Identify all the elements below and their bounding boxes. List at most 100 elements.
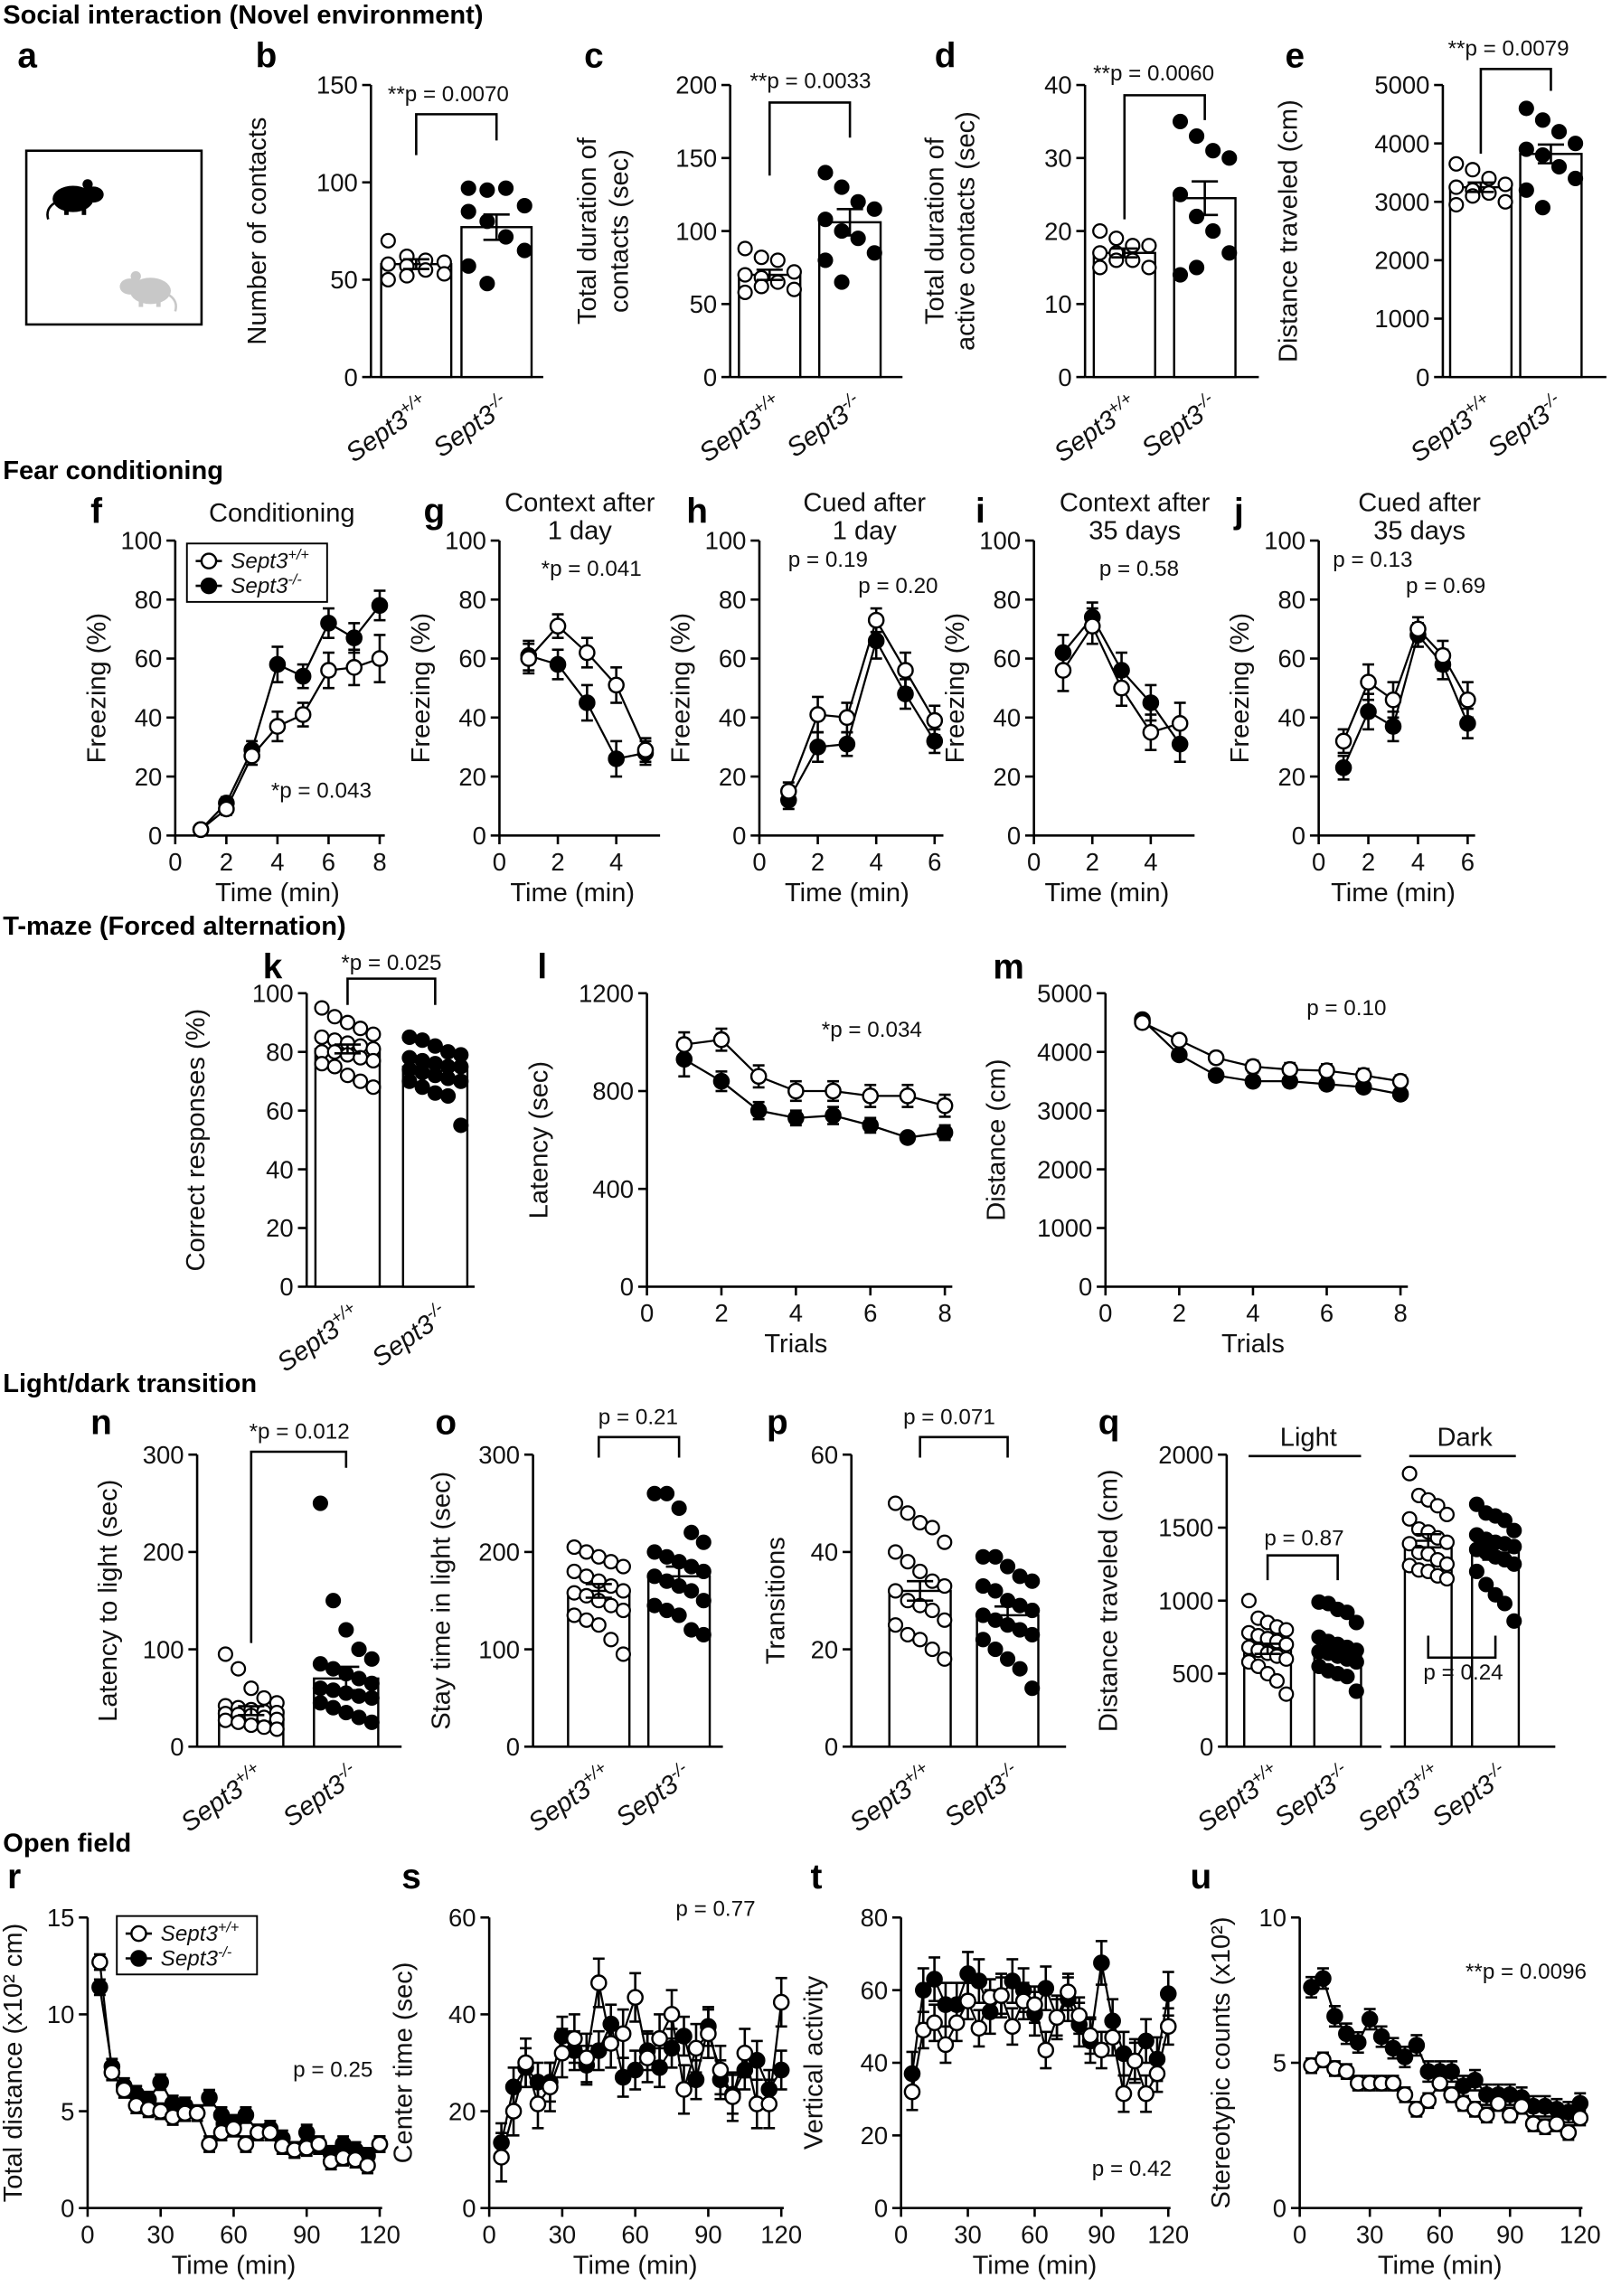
- data-point: [809, 706, 826, 723]
- y-tick-label: 4000: [1374, 129, 1429, 157]
- data-point: [1171, 1046, 1188, 1064]
- p-value-annotation: p = 0.42: [1092, 2157, 1172, 2181]
- x-tick-label: 2: [1173, 1299, 1186, 1327]
- data-point: [1070, 2007, 1089, 2025]
- x-category-label: Sept3+/+: [522, 1758, 617, 1839]
- data-point: [436, 266, 452, 282]
- data-point: [1334, 732, 1352, 750]
- y-axis-label: Total distance (x10² cm): [0, 1924, 28, 2203]
- x-category-label: Sept3-/-: [1481, 388, 1569, 463]
- data-point: [636, 741, 655, 758]
- y-tick-label: 40: [861, 2049, 889, 2077]
- p-value-annotation: p = 0.25: [293, 2057, 372, 2082]
- y-tick-label: 80: [861, 1904, 889, 1932]
- x-category-label: Sept3+/+: [843, 1758, 938, 1839]
- data-point: [380, 232, 396, 249]
- data-point: [712, 1072, 730, 1090]
- data-point: [363, 1689, 380, 1706]
- data-point: [326, 1059, 343, 1075]
- x-tick-label: 90: [694, 2220, 722, 2248]
- y-tick-label: 0: [1273, 2194, 1286, 2222]
- y-tick-label: 5000: [1374, 71, 1429, 99]
- data-point: [987, 1583, 1004, 1599]
- data-point: [1000, 1558, 1016, 1575]
- data-point: [1125, 252, 1141, 268]
- y-tick-label: 5000: [1037, 979, 1092, 1007]
- data-point: [353, 1021, 369, 1037]
- y-tick-label: 150: [316, 71, 358, 99]
- data-point: [899, 1087, 917, 1105]
- data-point: [359, 2157, 376, 2174]
- data-point: [256, 1719, 272, 1736]
- genotype-base: Sept3: [1428, 1770, 1501, 1833]
- data-point: [1048, 2009, 1066, 2027]
- data-point: [1159, 1985, 1177, 2002]
- data-point: [866, 245, 882, 261]
- y-tick-label: 1200: [579, 979, 634, 1007]
- data-point: [834, 274, 850, 290]
- data-point: [809, 739, 826, 756]
- data-point: [614, 2025, 632, 2043]
- y-tick-label: 0: [1058, 363, 1071, 391]
- data-point: [1148, 2065, 1166, 2083]
- p-value-annotation: p = 0.071: [903, 1405, 995, 1429]
- panel-title: Conditioning: [209, 499, 355, 528]
- data-point: [1092, 223, 1108, 240]
- section-titles: Social interaction (Novel environment) F…: [3, 1, 483, 1858]
- y-tick-label: 100: [979, 527, 1021, 555]
- x-tick-label: 2: [714, 1299, 728, 1327]
- data-point: [772, 2061, 790, 2079]
- data-point: [937, 1612, 953, 1628]
- data-point: [516, 242, 532, 259]
- y-tick-label: 0: [620, 1273, 634, 1301]
- data-point: [1443, 2086, 1460, 2103]
- data-point: [549, 655, 567, 673]
- data-point: [1339, 1669, 1355, 1685]
- panel-letter: r: [7, 1858, 21, 1896]
- p-value-annotation: p = 0.21: [598, 1405, 678, 1429]
- y-tick-label: 20: [458, 763, 486, 791]
- data-point: [603, 1632, 619, 1648]
- data-point: [937, 2036, 955, 2054]
- data-point: [1513, 2097, 1531, 2115]
- x-tick-label: 6: [928, 848, 941, 876]
- data-point: [325, 1661, 342, 1677]
- y-tick-label: 0: [344, 363, 357, 391]
- data-point: [937, 1578, 953, 1595]
- panel-c: c 0 50 100 150 200 Total duration of contacts (…: [573, 37, 903, 468]
- significance-bracket: [1427, 1635, 1497, 1660]
- data-point: [351, 1642, 367, 1658]
- data-point: [217, 1646, 233, 1662]
- data-point: [590, 1617, 607, 1633]
- data-point: [310, 2135, 327, 2153]
- data-point: [867, 632, 885, 650]
- x-tick-label: 120: [1560, 2220, 1601, 2248]
- y-tick-label: 4000: [1037, 1038, 1092, 1066]
- data-point: [1349, 2034, 1367, 2051]
- data-point: [900, 1554, 916, 1570]
- panel-letter: a: [17, 37, 37, 76]
- panel-b: b 0 50 100 150 Number of contacts Sept3+/+ Sept…: [243, 37, 543, 468]
- data-point: [1448, 155, 1465, 172]
- data-point: [237, 2135, 255, 2153]
- data-point: [201, 2135, 218, 2153]
- x-tick-label: 6: [863, 1299, 877, 1327]
- data-point: [1478, 2106, 1495, 2124]
- data-point: [608, 750, 625, 767]
- x-tick-label: 30: [549, 2220, 577, 2248]
- data-point: [712, 1030, 730, 1049]
- data-point: [414, 1064, 430, 1081]
- data-point: [817, 252, 834, 268]
- legend-filled-circle-icon: [200, 577, 218, 595]
- data-point: [1142, 694, 1160, 711]
- y-tick-label: 3000: [1374, 188, 1429, 216]
- y-tick-label: 80: [1278, 586, 1306, 614]
- data-point: [312, 1656, 328, 1672]
- data-point: [401, 1073, 418, 1089]
- data-point: [225, 2120, 242, 2138]
- data-point: [314, 1029, 330, 1046]
- data-point: [838, 735, 856, 753]
- data-point: [737, 267, 753, 283]
- y-tick-label: 1000: [1374, 305, 1429, 333]
